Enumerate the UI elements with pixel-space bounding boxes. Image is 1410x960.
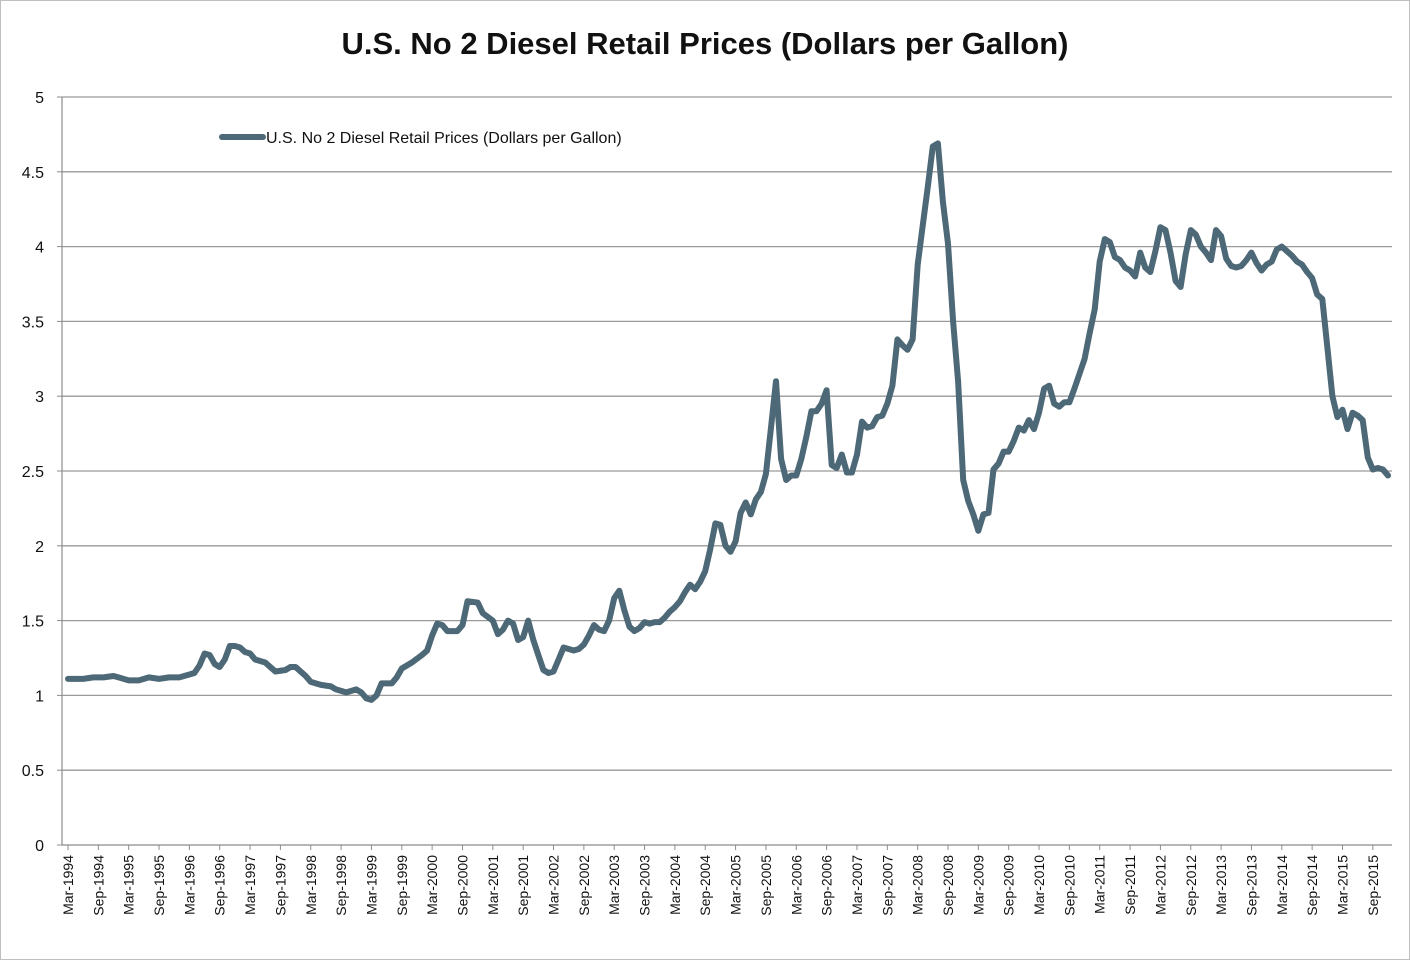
x-tick-label: Sep-2012 <box>1183 855 1199 916</box>
x-tick-label: Mar-2007 <box>849 855 865 915</box>
x-tick-label: Mar-2005 <box>728 855 744 915</box>
x-tick-label: Mar-2011 <box>1092 855 1108 914</box>
x-tick-label: Sep-2002 <box>576 855 592 916</box>
x-tick-label: Sep-2008 <box>940 855 956 916</box>
x-tick-label: Sep-1994 <box>90 855 106 916</box>
x-tick-label: Mar-1994 <box>60 855 76 915</box>
y-tick-label: 1 <box>35 688 44 705</box>
legend-label: U.S. No 2 Diesel Retail Prices (Dollars … <box>266 130 622 147</box>
x-tick-label: Sep-2007 <box>879 855 895 916</box>
x-tick-label: Sep-1998 <box>333 855 349 916</box>
y-tick-label: 5 <box>35 90 44 107</box>
x-tick-label: Sep-2003 <box>637 855 653 916</box>
x-tick-label: Sep-2000 <box>454 855 470 916</box>
x-tick-label: Sep-1999 <box>394 855 410 916</box>
x-tick-label: Mar-2014 <box>1274 855 1290 915</box>
gridlines <box>57 96 1392 846</box>
x-tick-label: Mar-2015 <box>1334 855 1350 915</box>
x-tick-label: Mar-2004 <box>667 855 683 915</box>
x-tick-label: Mar-2012 <box>1152 855 1168 915</box>
y-tick-label: 3.5 <box>22 314 44 331</box>
x-tick-label: Mar-2002 <box>546 855 562 915</box>
x-tick-label: Sep-2006 <box>819 855 835 916</box>
x-tick-labels: Mar-1994 Sep-1994 Mar-1995 Sep-1995 Mar-1996… <box>60 845 1381 916</box>
y-tick-label: 2.5 <box>22 464 44 481</box>
x-tick-label: Mar-2000 <box>424 855 440 915</box>
y-tick-label: 4 <box>35 240 44 257</box>
x-tick-label: Mar-1997 <box>242 855 258 915</box>
x-tick-label: Mar-2003 <box>606 855 622 915</box>
x-tick-label: Sep-1995 <box>151 855 167 916</box>
x-tick-label: Mar-2006 <box>788 855 804 915</box>
x-tick-label: Sep-2011 <box>1122 855 1138 915</box>
x-tick-label: Mar-2001 <box>485 855 501 915</box>
x-tick-label: Sep-2001 <box>515 855 531 916</box>
x-tick-label: Mar-2009 <box>970 855 986 915</box>
chart-title: U.S. No 2 Diesel Retail Prices (Dollars … <box>341 26 1069 61</box>
series-line <box>65 140 1391 703</box>
y-tick-label: 0 <box>35 838 44 855</box>
y-tick-label: 3 <box>35 389 44 406</box>
x-tick-label: Mar-1998 <box>303 855 319 915</box>
x-tick-label: Sep-1996 <box>212 855 228 916</box>
y-tick-label: 0.5 <box>22 763 44 780</box>
x-tick-label: Mar-2008 <box>910 855 926 915</box>
x-tick-label: Mar-2010 <box>1031 855 1047 915</box>
x-tick-label: Sep-2009 <box>1001 855 1017 916</box>
x-tick-label: Sep-2004 <box>697 855 713 916</box>
x-tick-label: Sep-2014 <box>1304 855 1320 916</box>
x-tick-label: Sep-2010 <box>1061 855 1077 916</box>
x-tick-label: Sep-2005 <box>758 855 774 916</box>
x-tick-label: Mar-1995 <box>121 855 137 915</box>
axes <box>61 97 1392 846</box>
y-tick-label: 4.5 <box>22 165 44 182</box>
y-tick-labels: 0 0.5 1 1.5 2 2.5 3 3.5 4 4.5 5 <box>22 90 44 855</box>
x-tick-label: Sep-2015 <box>1365 855 1381 916</box>
y-tick-label: 2 <box>35 539 44 556</box>
x-tick-label: Sep-2013 <box>1243 855 1259 916</box>
y-tick-label: 1.5 <box>22 614 44 631</box>
x-tick-label: Sep-1997 <box>272 855 288 916</box>
legend: U.S. No 2 Diesel Retail Prices (Dollars … <box>219 130 622 147</box>
x-tick-label: Mar-1996 <box>181 855 197 915</box>
series-layer <box>65 140 1391 703</box>
x-tick-label: Mar-1999 <box>363 855 379 915</box>
x-tick-label: Mar-2013 <box>1213 855 1229 915</box>
